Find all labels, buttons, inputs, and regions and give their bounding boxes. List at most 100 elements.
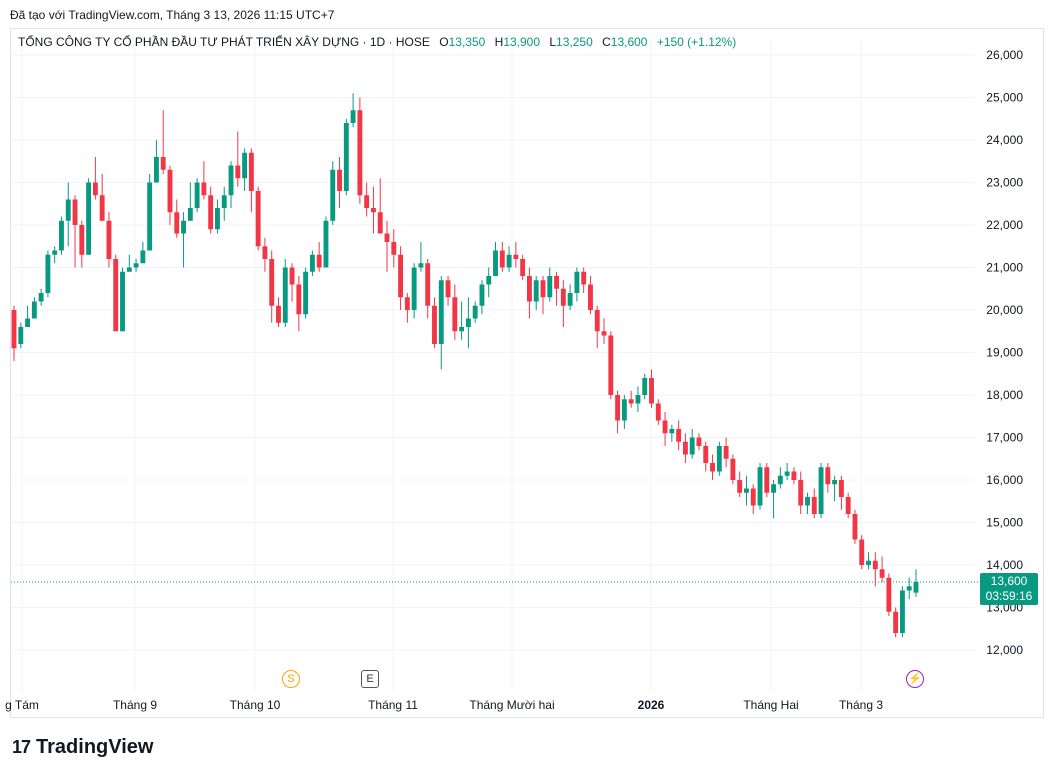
candle-body	[11, 310, 17, 349]
candle-body	[730, 458, 736, 480]
candle-body	[811, 497, 817, 514]
low-label: L	[549, 35, 557, 49]
y-tick-label: 19,000	[986, 346, 1023, 360]
candle-body	[330, 169, 336, 221]
candle-body	[411, 267, 417, 310]
candle-body	[710, 463, 715, 472]
candle-body	[357, 110, 363, 196]
candle-body	[899, 590, 905, 633]
candle-body	[716, 446, 722, 472]
candle-body	[221, 195, 227, 208]
candle-body	[187, 208, 193, 221]
candle-body	[635, 395, 641, 404]
candle-body	[574, 271, 580, 293]
brand-name: TradingView	[36, 736, 154, 758]
candle-body	[560, 288, 566, 306]
candle-body	[459, 327, 465, 332]
x-tick-label: Tháng Hai	[743, 698, 798, 712]
candle-body	[526, 276, 532, 302]
candle-body	[581, 271, 587, 285]
candle-body	[452, 297, 458, 332]
split-event-icon[interactable]: S	[282, 670, 300, 688]
candle-body	[669, 429, 675, 434]
candle-body	[506, 254, 512, 268]
candle-body	[92, 182, 98, 196]
candle-body	[513, 254, 519, 259]
high-value: 13,900	[503, 35, 541, 49]
candle-body	[31, 301, 37, 319]
candle-body	[343, 123, 349, 191]
candle-body	[25, 318, 31, 327]
last-price-value: 13,600	[990, 574, 1028, 588]
candle-body	[723, 446, 729, 459]
candle-body	[377, 212, 383, 234]
candle-body	[465, 318, 471, 327]
y-tick-label: 16,000	[986, 473, 1023, 487]
x-tick-label: Tháng 9	[113, 698, 157, 712]
y-tick-label: 25,000	[986, 91, 1023, 105]
y-tick-label: 24,000	[986, 133, 1023, 147]
candle-body	[384, 233, 390, 242]
candle-body	[601, 331, 607, 336]
candle-body	[703, 446, 709, 463]
last-price-tag: 13,600 03:59:16	[980, 573, 1038, 605]
candle-body	[737, 480, 743, 493]
tradingview-brand[interactable]: 17 TradingView	[12, 736, 153, 759]
candle-body	[79, 225, 85, 255]
candle-body	[879, 569, 885, 578]
candle-body	[208, 195, 214, 230]
flash-event-icon[interactable]: ⚡	[906, 670, 924, 688]
candle-body	[649, 378, 654, 404]
change-value: +150 (+1.12%)	[656, 35, 737, 49]
candle-body	[547, 276, 553, 298]
candle-body	[486, 276, 492, 285]
candle-body	[662, 420, 668, 434]
y-tick-label: 15,000	[986, 516, 1023, 530]
candle-body	[167, 169, 173, 213]
candle-body	[906, 586, 912, 591]
candle-body	[235, 165, 241, 179]
candle-body	[438, 280, 444, 344]
earnings-event-icon[interactable]: E	[361, 670, 379, 688]
candle-body	[418, 263, 424, 268]
candle-body	[323, 220, 329, 268]
candle-body	[276, 305, 281, 323]
candle-body	[391, 242, 397, 255]
candle-body	[99, 195, 105, 221]
candle-body	[181, 220, 186, 234]
candle-body	[757, 467, 763, 506]
candle-body	[832, 480, 838, 485]
candle-body	[886, 577, 892, 612]
candle-body	[479, 284, 485, 306]
candle-body	[676, 429, 682, 442]
symbol-title[interactable]: TỔNG CÔNG TY CỔ PHẦN ĐẦU TƯ PHÁT TRIỂN X…	[18, 35, 430, 49]
candle-body	[859, 539, 865, 565]
candle-body	[852, 514, 858, 540]
candle-body	[140, 250, 146, 264]
x-tick-label: 2026	[638, 698, 665, 712]
candle-body	[86, 182, 92, 255]
candle-body	[303, 271, 309, 315]
candle-body	[65, 199, 71, 221]
candle-body	[52, 250, 58, 255]
x-tick-label: g Tám	[5, 698, 39, 712]
candle-body	[588, 284, 593, 310]
candle-body	[59, 220, 64, 251]
candle-body	[194, 182, 200, 208]
candle-body	[228, 165, 234, 196]
candle-body	[262, 246, 268, 259]
tradingview-logo-icon: 17	[12, 737, 31, 757]
candle-body	[655, 403, 661, 421]
close-value: 13,600	[610, 35, 648, 49]
candle-body	[120, 271, 125, 332]
candle-body	[615, 395, 621, 421]
candle-body	[309, 254, 315, 272]
candle-body	[764, 467, 770, 493]
candle-body	[255, 191, 261, 247]
x-tick-label: Tháng 11	[368, 698, 418, 712]
candle-body	[791, 471, 797, 480]
candle-body	[893, 611, 899, 633]
candle-body	[147, 182, 153, 251]
candle-body	[682, 441, 688, 455]
